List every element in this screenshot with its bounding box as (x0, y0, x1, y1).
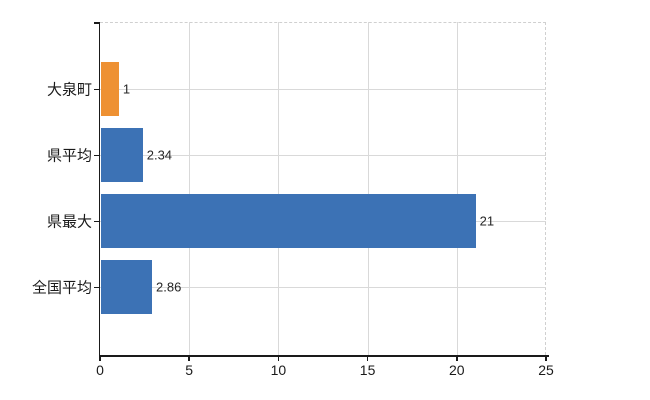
y-tick (94, 286, 99, 288)
gridline-vertical (456, 22, 458, 355)
category-label: 県平均 (46, 147, 92, 165)
gridline-horizontal (100, 287, 546, 288)
gridline-vertical (367, 22, 369, 355)
y-tick (94, 154, 99, 156)
x-tick (545, 356, 547, 361)
x-tick (99, 356, 101, 361)
x-tick-label: 0 (96, 362, 104, 378)
gridline-horizontal (100, 155, 546, 156)
x-tick-label: 15 (359, 362, 376, 378)
plot-area (100, 22, 546, 355)
value-label: 21 (479, 213, 495, 229)
y-tick (94, 88, 99, 90)
category-label: 県最大 (46, 213, 92, 231)
bar (101, 260, 153, 314)
x-tick-label: 25 (538, 362, 554, 378)
x-tick-label: 10 (270, 362, 287, 378)
x-axis (98, 355, 549, 357)
bar (101, 194, 476, 248)
gridline-vertical (278, 22, 280, 355)
x-tick (188, 356, 190, 361)
value-label: 2.86 (156, 279, 182, 295)
y-axis (98, 22, 100, 355)
x-tick (456, 356, 458, 361)
x-tick-label: 5 (185, 362, 194, 378)
x-tick (277, 356, 280, 361)
value-label: 2.34 (146, 147, 173, 163)
value-label: 1 (122, 81, 131, 97)
category-label: 大泉町 (46, 81, 92, 99)
x-tick-label: 20 (449, 362, 465, 378)
gridline-horizontal (100, 89, 546, 90)
category-label: 全国平均 (31, 279, 92, 297)
y-axis-cap-tick (94, 22, 99, 24)
bar (101, 128, 143, 182)
bar (101, 62, 119, 116)
x-tick (366, 356, 369, 361)
gridline-vertical (189, 22, 191, 355)
y-tick (94, 220, 99, 222)
